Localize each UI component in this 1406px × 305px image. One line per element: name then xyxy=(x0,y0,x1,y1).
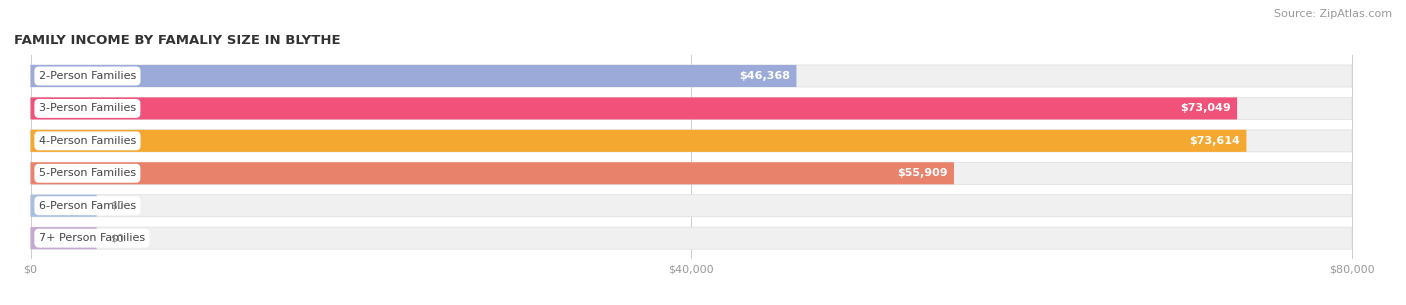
FancyBboxPatch shape xyxy=(31,97,1237,120)
FancyBboxPatch shape xyxy=(31,162,955,184)
Text: FAMILY INCOME BY FAMALIY SIZE IN BLYTHE: FAMILY INCOME BY FAMALIY SIZE IN BLYTHE xyxy=(14,34,340,47)
FancyBboxPatch shape xyxy=(31,227,97,249)
FancyBboxPatch shape xyxy=(31,162,1353,184)
FancyBboxPatch shape xyxy=(31,227,1353,249)
Text: 7+ Person Families: 7+ Person Families xyxy=(39,233,145,243)
Text: $46,368: $46,368 xyxy=(738,71,790,81)
FancyBboxPatch shape xyxy=(31,65,1353,87)
FancyBboxPatch shape xyxy=(31,130,1246,152)
Text: $55,909: $55,909 xyxy=(897,168,948,178)
Text: 4-Person Families: 4-Person Families xyxy=(39,136,136,146)
FancyBboxPatch shape xyxy=(31,65,796,87)
FancyBboxPatch shape xyxy=(31,195,97,217)
FancyBboxPatch shape xyxy=(31,195,1353,217)
Text: $0: $0 xyxy=(110,201,124,211)
FancyBboxPatch shape xyxy=(31,130,1353,152)
Text: Source: ZipAtlas.com: Source: ZipAtlas.com xyxy=(1274,9,1392,19)
Text: $73,614: $73,614 xyxy=(1189,136,1240,146)
Text: 3-Person Families: 3-Person Families xyxy=(39,103,136,113)
Text: $0: $0 xyxy=(110,233,124,243)
Text: $73,049: $73,049 xyxy=(1180,103,1230,113)
FancyBboxPatch shape xyxy=(31,97,1353,120)
Text: 2-Person Families: 2-Person Families xyxy=(39,71,136,81)
Text: 6-Person Families: 6-Person Families xyxy=(39,201,136,211)
Text: 5-Person Families: 5-Person Families xyxy=(39,168,136,178)
